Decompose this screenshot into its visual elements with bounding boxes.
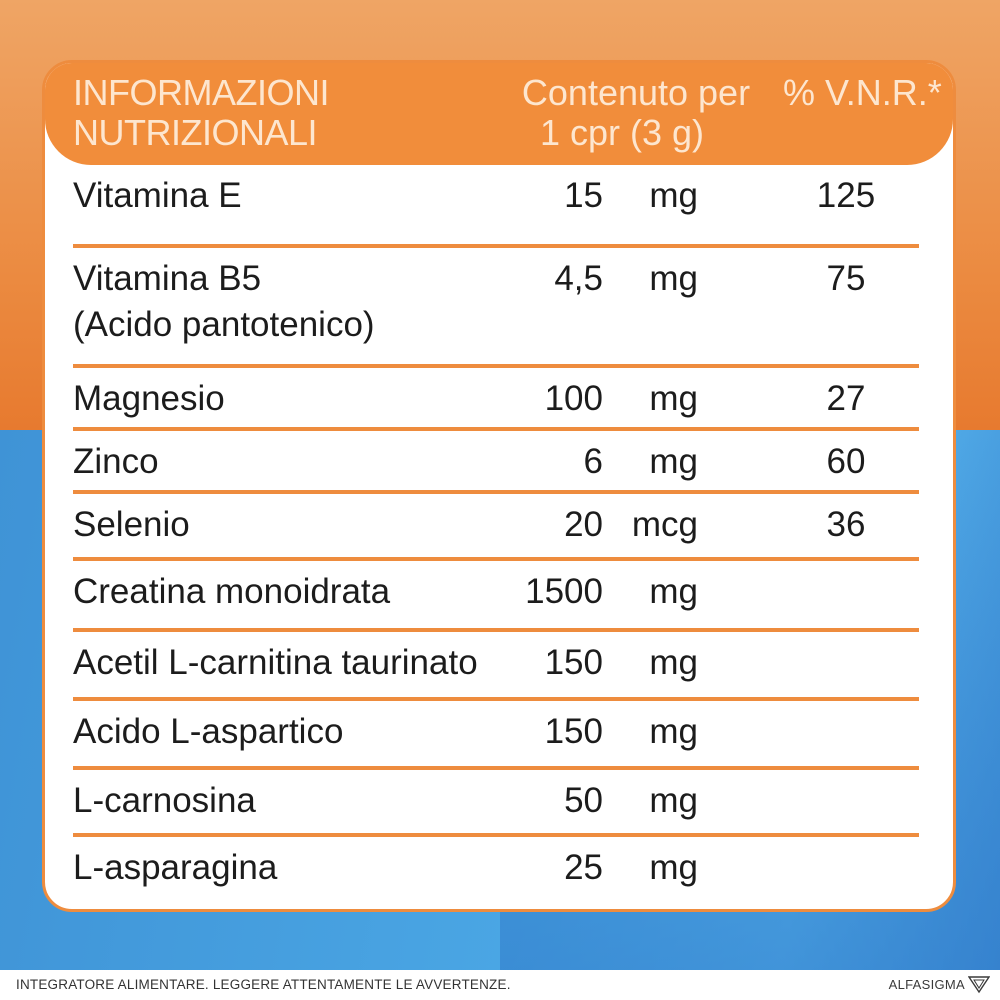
table-row: Selenio 20 mcg 36 [45,494,953,561]
nutrient-name-text: Magnesio [73,379,225,418]
nutrient-name-text: Vitamina B5 [73,259,262,298]
nutrient-quantity: 150 [544,712,603,751]
nutrient-unit: mg [649,781,698,820]
table-row: Magnesio 100 mg 27 [45,368,953,431]
table-row: Vitamina E 15 mg 125 [45,165,953,248]
header-title: INFORMAZIONI NUTRIZIONALI [73,73,329,153]
nutrient-name-text: Vitamina E [73,176,242,215]
nutrient-quantity: 25 [564,848,603,887]
nutrient-name-text: L-carnosina [73,781,256,820]
nutrient-quantity: 4,5 [554,259,603,298]
nutrient-name-text: Acetil L-carnitina taurinato [73,643,478,682]
nutrient-name: L-carnosina [73,778,256,824]
nutrient-name: Magnesio [73,376,225,422]
row-divider [73,628,919,632]
row-divider [73,364,919,368]
nutrition-table-card: INFORMAZIONI NUTRIZIONALI Contenuto per … [42,60,956,912]
nutrient-name: Zinco [73,439,159,485]
header-title-line2: NUTRIZIONALI [73,112,318,153]
header-amount: Contenuto per 1 cpr (3 g) [501,73,771,153]
nutrient-quantity: 1500 [525,572,603,611]
nutrient-name: Vitamina E [73,173,242,219]
nutrient-vnr: 75 [826,259,866,298]
disclaimer-text: INTEGRATORE ALIMENTARE. LEGGERE ATTENTAM… [16,977,511,992]
nutrient-name: L-asparagina [73,845,277,891]
nutrient-name: Acido L-aspartico [73,709,343,755]
header-title-line1: INFORMAZIONI [73,72,329,113]
table-row: Vitamina B5 (Acido pantotenico) 4,5 mg 75 [45,248,953,368]
nutrient-name: Selenio [73,502,190,548]
row-divider [73,244,919,248]
nutrient-name-subtext: (Acido pantotenico) [73,305,375,344]
nutrient-vnr: 60 [826,442,866,481]
nutrient-unit: mg [649,176,698,215]
nutrient-name-text: Acido L-aspartico [73,712,344,751]
nutrient-quantity: 50 [564,781,603,820]
table-row: Zinco 6 mg 60 [45,431,953,494]
nutrient-unit: mg [649,643,698,682]
nutrient-name-text: L-asparagina [73,848,278,887]
nutrient-unit: mg [649,712,698,751]
table-row: L-asparagina 25 mg [45,837,953,909]
footer-bar: INTEGRATORE ALIMENTARE. LEGGERE ATTENTAM… [0,970,1000,1000]
row-divider [73,557,919,561]
header-amount-line2: 1 cpr (3 g) [539,112,705,153]
nutrient-quantity: 6 [583,442,603,481]
row-divider [73,697,919,701]
table-row: Acido L-aspartico 150 mg [45,701,953,770]
nutrient-unit: mg [649,379,698,418]
nutrient-quantity: 15 [564,176,603,215]
table-header: INFORMAZIONI NUTRIZIONALI Contenuto per … [45,63,953,165]
row-divider [73,427,919,431]
header-vnr: % V.N.R.* [783,72,942,113]
nutrient-quantity: 20 [564,505,603,544]
nutrient-vnr: 125 [816,176,876,215]
alfasigma-logo-icon [968,974,990,994]
nutrient-unit: mg [649,572,698,611]
nutrient-unit: mg [649,259,698,298]
nutrient-vnr: 36 [826,505,866,544]
nutrient-quantity: 150 [544,643,603,682]
nutrient-unit: mg [649,848,698,887]
nutrient-name: Creatina monoidrata [73,569,390,615]
nutrient-name: Vitamina B5 (Acido pantotenico) [73,256,375,348]
table-row: Acetil L-carnitina taurinato 150 mg [45,632,953,701]
nutrient-unit: mcg [631,505,698,544]
table-row: L-carnosina 50 mg [45,770,953,837]
table-row: Creatina monoidrata 1500 mg [45,561,953,632]
nutrient-unit: mg [649,442,698,481]
row-divider [73,490,919,494]
nutrient-vnr: 27 [826,379,866,418]
brand-name: ALFASIGMA [888,976,965,992]
nutrient-name: Acetil L-carnitina taurinato [73,640,478,686]
nutrient-name-text: Creatina monoidrata [73,572,391,611]
row-divider [73,766,919,770]
nutrient-name-text: Selenio [73,505,190,544]
nutrient-name-text: Zinco [73,442,159,481]
brand: ALFASIGMA [889,974,990,994]
table-body: Vitamina E 15 mg 125 Vitamina B5 (Acido panto… [45,165,953,909]
nutrient-quantity: 100 [544,379,603,418]
header-amount-line1: Contenuto per [521,72,751,113]
row-divider [73,833,919,837]
